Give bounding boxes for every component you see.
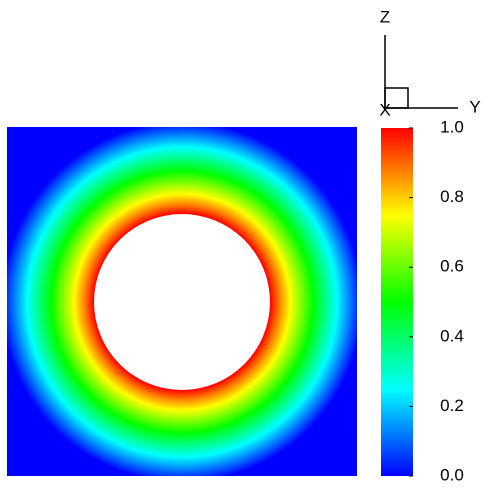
colorbar-tick-label: 0.2 (440, 396, 464, 415)
triad-label: X (379, 100, 390, 119)
triad-label: Y (469, 97, 480, 116)
colorbar-tick-label: 1.0 (440, 117, 464, 136)
colorbar-tick-label: 0.8 (440, 187, 464, 206)
colorbar (381, 128, 413, 476)
colorbar-tick-label: 0.4 (440, 326, 464, 345)
colorbar-tick-label: 0.0 (440, 465, 464, 484)
colorbar-tick-label: 0.6 (440, 257, 464, 276)
triad-label: Z (380, 7, 390, 26)
triad-box (384, 87, 409, 109)
hole (94, 214, 270, 390)
axis-triad (384, 35, 458, 109)
